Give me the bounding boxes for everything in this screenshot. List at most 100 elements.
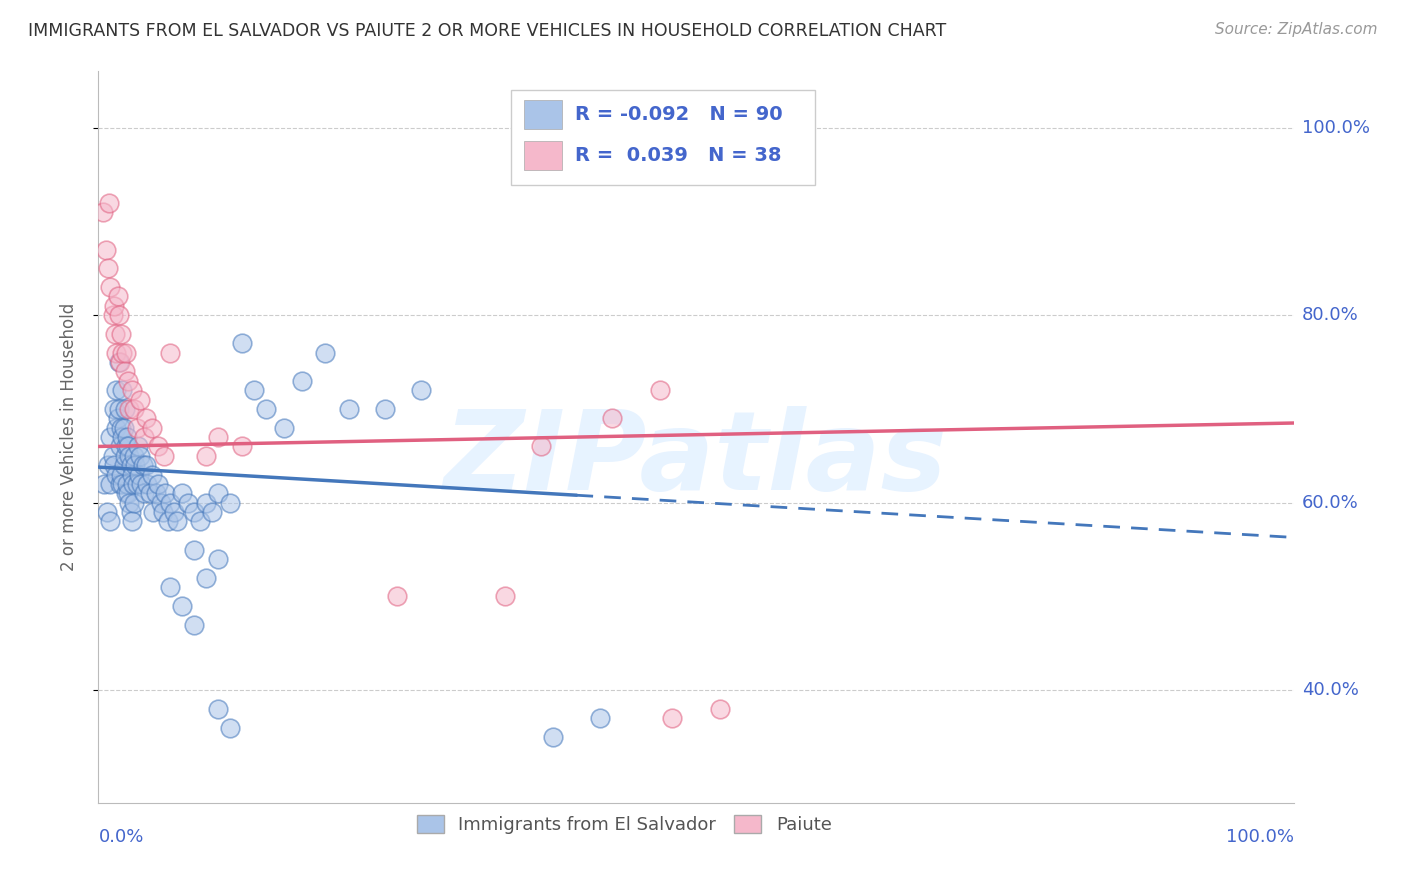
Point bbox=[103, 299, 125, 313]
Point bbox=[120, 505, 142, 519]
Point bbox=[108, 355, 131, 369]
Point bbox=[166, 515, 188, 529]
Legend: Immigrants from El Salvador, Paiute: Immigrants from El Salvador, Paiute bbox=[409, 807, 839, 841]
Point bbox=[195, 496, 218, 510]
Point bbox=[231, 336, 253, 351]
Point bbox=[112, 420, 135, 434]
Point bbox=[648, 383, 672, 397]
Point bbox=[153, 449, 176, 463]
Point bbox=[124, 458, 146, 473]
Point bbox=[104, 326, 127, 341]
Point bbox=[94, 243, 117, 257]
Point bbox=[231, 440, 253, 454]
Point bbox=[148, 477, 170, 491]
Point bbox=[98, 515, 122, 529]
Point bbox=[135, 458, 157, 473]
Point bbox=[142, 505, 165, 519]
Point bbox=[121, 515, 143, 529]
Point bbox=[128, 467, 150, 482]
Point bbox=[219, 721, 242, 735]
Point bbox=[291, 374, 314, 388]
Point bbox=[129, 449, 152, 463]
Point bbox=[121, 383, 143, 397]
Point bbox=[219, 496, 242, 510]
Point bbox=[155, 486, 177, 500]
Point bbox=[111, 345, 134, 359]
Point bbox=[97, 458, 120, 473]
Point bbox=[110, 420, 132, 434]
Point bbox=[107, 308, 129, 322]
Point bbox=[118, 401, 141, 416]
Point bbox=[159, 496, 181, 510]
Point bbox=[124, 496, 146, 510]
Point bbox=[115, 477, 138, 491]
Point bbox=[602, 411, 624, 425]
Point bbox=[115, 486, 138, 500]
Point bbox=[125, 477, 148, 491]
Point bbox=[111, 477, 134, 491]
Point bbox=[129, 392, 152, 407]
Point bbox=[117, 374, 139, 388]
Text: 40.0%: 40.0% bbox=[1302, 681, 1358, 699]
Text: R = -0.092   N = 90: R = -0.092 N = 90 bbox=[575, 105, 783, 124]
Point bbox=[411, 383, 433, 397]
Point bbox=[132, 430, 155, 444]
Point bbox=[541, 730, 564, 744]
Point bbox=[243, 383, 266, 397]
Point bbox=[103, 401, 125, 416]
Point bbox=[117, 440, 139, 454]
Text: R =  0.039   N = 38: R = 0.039 N = 38 bbox=[575, 146, 782, 165]
Point bbox=[101, 449, 124, 463]
Point bbox=[108, 477, 131, 491]
Point bbox=[207, 702, 229, 716]
Point bbox=[121, 467, 143, 482]
Point bbox=[207, 486, 229, 500]
Point bbox=[114, 364, 136, 378]
Point bbox=[132, 486, 155, 500]
Point bbox=[105, 345, 128, 359]
Point bbox=[98, 280, 122, 294]
Point bbox=[105, 420, 128, 434]
Point bbox=[172, 486, 194, 500]
Text: Source: ZipAtlas.com: Source: ZipAtlas.com bbox=[1215, 22, 1378, 37]
Point bbox=[124, 401, 146, 416]
Point bbox=[494, 590, 516, 604]
Point bbox=[183, 542, 205, 557]
Point bbox=[195, 449, 218, 463]
Point bbox=[117, 486, 139, 500]
Point bbox=[156, 515, 179, 529]
Point bbox=[125, 420, 148, 434]
Point bbox=[127, 440, 149, 454]
Point bbox=[122, 477, 145, 491]
Point bbox=[159, 580, 181, 594]
Point bbox=[172, 599, 194, 613]
Point bbox=[101, 308, 124, 322]
Point bbox=[120, 458, 142, 473]
Point bbox=[108, 440, 131, 454]
Point bbox=[177, 496, 200, 510]
Point bbox=[105, 467, 128, 482]
Point bbox=[385, 590, 409, 604]
Point bbox=[273, 420, 295, 434]
Point bbox=[112, 458, 135, 473]
Point bbox=[141, 467, 163, 482]
Point bbox=[183, 617, 205, 632]
Point bbox=[107, 289, 129, 303]
Point bbox=[107, 355, 129, 369]
Point bbox=[98, 430, 122, 444]
FancyBboxPatch shape bbox=[510, 90, 815, 185]
Point bbox=[201, 505, 224, 519]
Point bbox=[110, 326, 132, 341]
Point bbox=[103, 458, 125, 473]
Point bbox=[124, 449, 146, 463]
Point bbox=[110, 467, 132, 482]
Point bbox=[339, 401, 361, 416]
Point bbox=[207, 430, 229, 444]
Point bbox=[139, 486, 162, 500]
Point bbox=[115, 345, 138, 359]
Point bbox=[118, 496, 141, 510]
Point bbox=[207, 552, 229, 566]
Text: 0.0%: 0.0% bbox=[98, 828, 143, 846]
Point bbox=[188, 515, 211, 529]
Point bbox=[131, 477, 153, 491]
